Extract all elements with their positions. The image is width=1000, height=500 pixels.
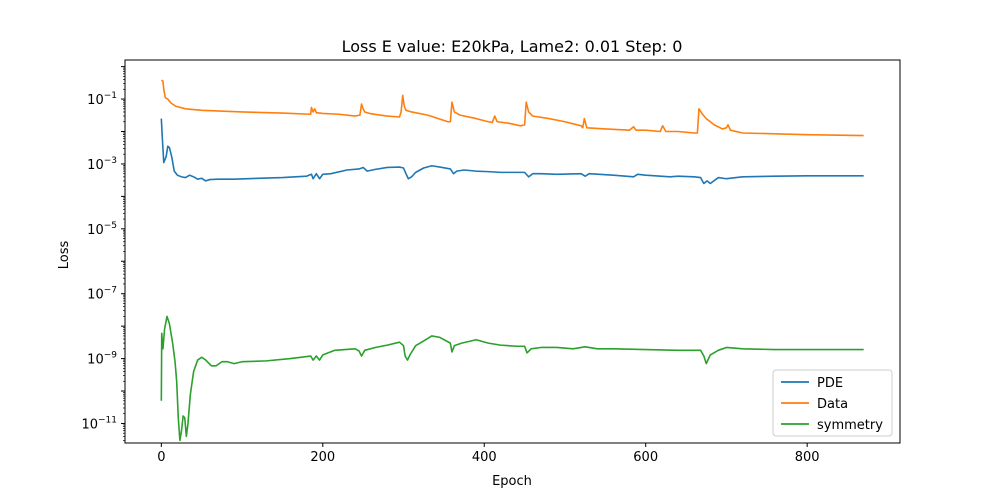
y-axis-label: Loss [57,241,72,270]
series-line-pde [160,118,864,185]
x-tick-label: 600 [633,450,658,465]
y-axis-ticks: 10−1 10−3 10−5 10−7 10−9 10−11 [81,66,125,441]
y-tick-label: 10−5 [87,221,117,238]
chart-title: Loss E value: E20kPa, Lame2: 0.01 Step: … [342,37,683,56]
series-line-symmetry [160,315,864,442]
y-tick-label: 10−7 [87,286,117,303]
y-tick-label: 10−3 [87,156,117,173]
y-tick-label: 10−11 [81,415,117,432]
legend-label-symmetry: symmetry [817,418,883,433]
x-tick-label: 200 [310,450,335,465]
x-axis-ticks: 0 200 400 600 800 [157,443,820,465]
x-tick-label: 400 [472,450,497,465]
legend-label-pde: PDE [817,376,843,391]
x-tick-label: 800 [795,450,820,465]
x-axis-label: Epoch [492,474,532,489]
y-tick-label: 10−1 [87,91,117,108]
legend: PDE Data symmetry [772,369,893,437]
plot-area [160,79,864,442]
x-tick-label: 0 [157,450,165,465]
legend-label-data: Data [817,397,848,412]
y-tick-label: 10−9 [87,351,117,368]
legend-box [772,369,893,437]
series-line-data [160,79,864,137]
